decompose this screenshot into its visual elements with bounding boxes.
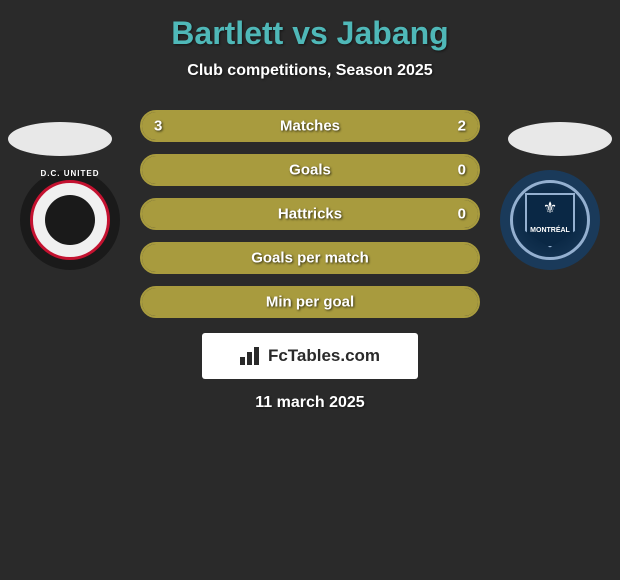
dc-united-text: D.C. UNITED [41,169,100,178]
main-container: Bartlett vs Jabang Club competitions, Se… [0,0,620,422]
fleur-de-lis-icon: ⚜ [543,198,557,218]
player-oval-right [508,122,612,156]
stat-value-right: 2 [458,118,466,135]
watermark-text: FcTables.com [268,346,380,366]
stat-row-min-per-goal: Min per goal [140,286,480,318]
montreal-text: MONTRÉAL [530,227,570,234]
date-text: 11 march 2025 [255,394,364,412]
dc-united-logo: D.C. UNITED [30,180,110,260]
stat-value-right: 0 [458,162,466,179]
stat-label: Min per goal [266,294,354,311]
stat-value-left: 3 [154,118,162,135]
stat-label: Hattricks [278,206,342,223]
player-oval-left [8,122,112,156]
stats-area: 3 Matches 2 Goals 0 Hattricks 0 Goals pe… [140,110,480,318]
comparison-title: Bartlett vs Jabang [171,15,448,52]
stat-label: Goals [289,162,331,179]
team-logo-left: D.C. UNITED [20,170,120,270]
stat-row-goals: Goals 0 [140,154,480,186]
competition-subtitle: Club competitions, Season 2025 [187,62,432,80]
stat-row-hattricks: Hattricks 0 [140,198,480,230]
stat-row-matches: 3 Matches 2 [140,110,480,142]
bar-chart-icon [240,347,262,365]
stat-value-right: 0 [458,206,466,223]
stat-label: Goals per match [251,250,369,267]
watermark-box: FcTables.com [202,333,418,379]
team-logo-right: ⚜ MONTRÉAL [500,170,600,270]
montreal-shield: ⚜ MONTRÉAL [525,193,575,248]
montreal-logo: ⚜ MONTRÉAL [510,180,590,260]
stat-row-goals-per-match: Goals per match [140,242,480,274]
stat-label: Matches [280,118,340,135]
